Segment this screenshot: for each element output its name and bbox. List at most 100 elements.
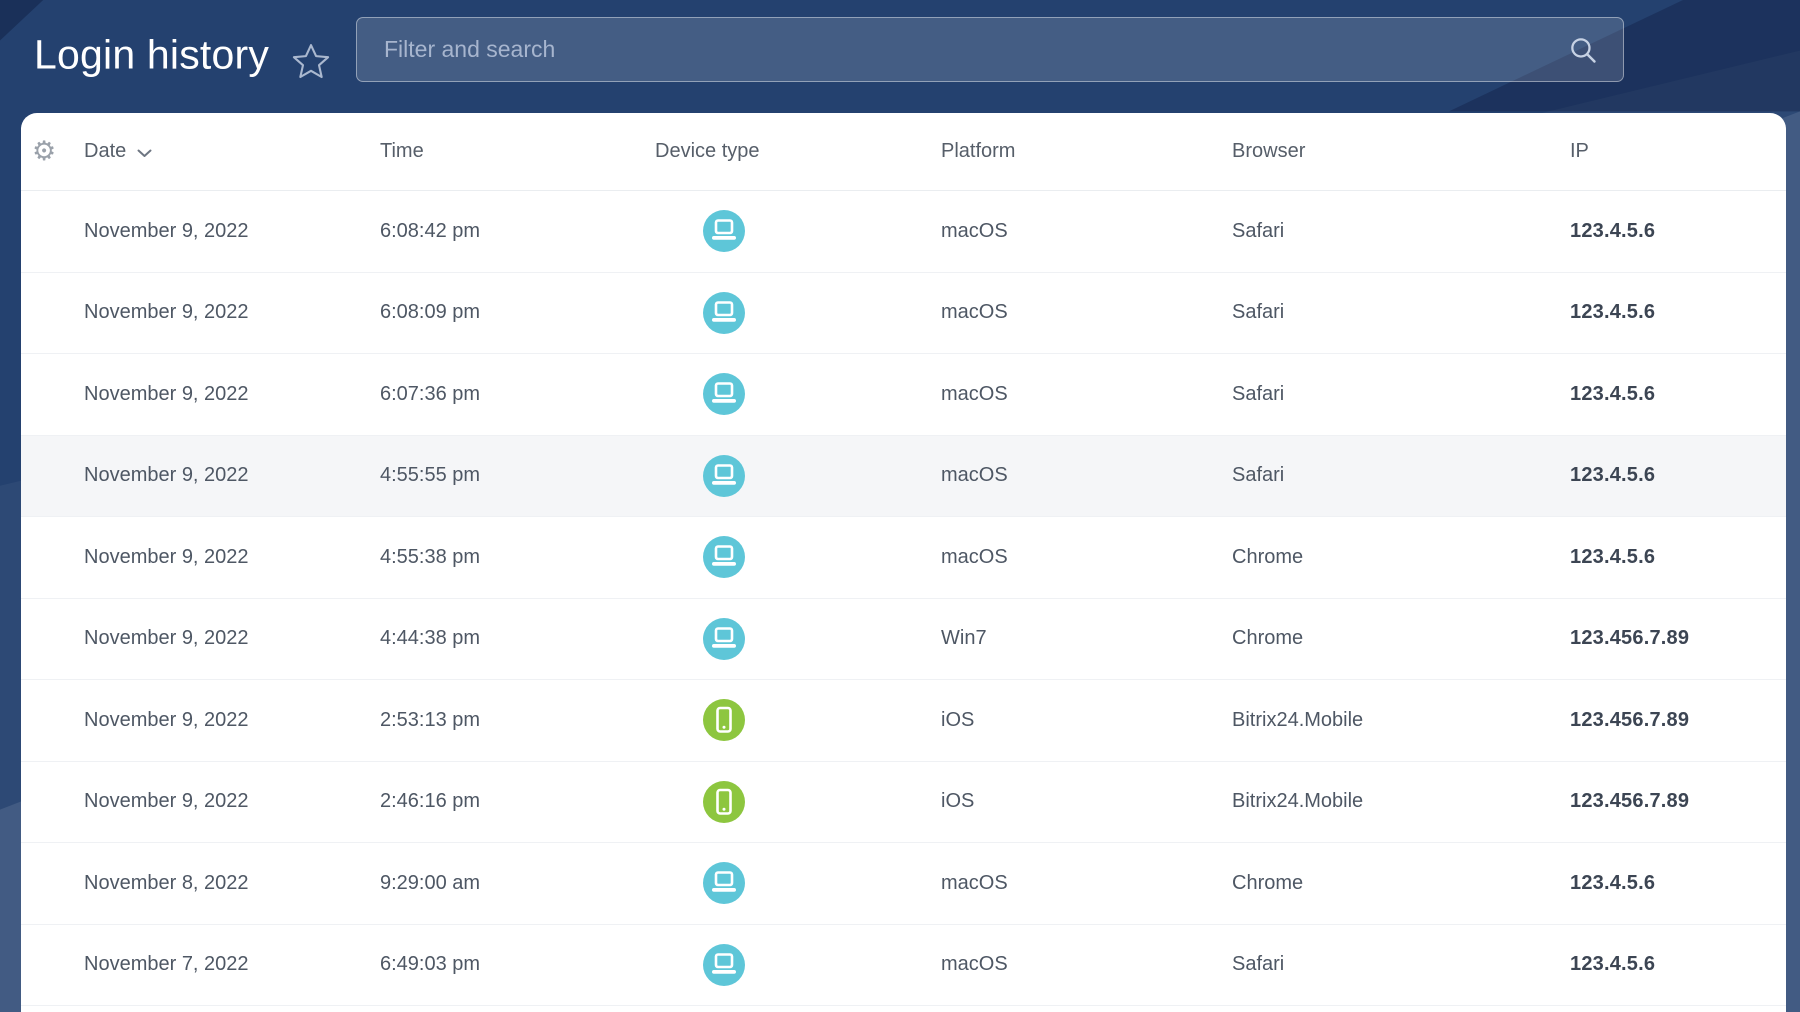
cell-date: November 9, 2022 bbox=[84, 301, 249, 324]
column-header-device-type[interactable]: Device type bbox=[655, 140, 760, 162]
table-row[interactable]: November 8, 2022 9:29:00 am macOS Chrome… bbox=[21, 843, 1786, 925]
favorite-star-icon[interactable] bbox=[292, 43, 330, 80]
cell-browser: Safari bbox=[1232, 464, 1285, 487]
cell-date: November 8, 2022 bbox=[84, 871, 249, 894]
table-row[interactable]: November 7, 2022 6:49:03 pm macOS Safari… bbox=[21, 925, 1786, 1006]
cell-ip: 123.4.5.6 bbox=[1570, 382, 1656, 405]
device-type-badge bbox=[703, 943, 745, 986]
table-row[interactable]: November 9, 2022 2:46:16 pm iOS Bitrix24… bbox=[21, 762, 1786, 843]
cell-browser: Bitrix24.Mobile bbox=[1232, 790, 1364, 813]
smartphone-icon bbox=[716, 706, 732, 734]
cell-time: 2:53:13 pm bbox=[380, 708, 481, 731]
cell-device-type bbox=[655, 454, 941, 497]
laptop-icon bbox=[712, 871, 736, 893]
cell-ip: 123.4.5.6 bbox=[1570, 871, 1656, 894]
cell-date: November 9, 2022 bbox=[84, 790, 249, 813]
grid-header-row: ⚙ Date Time Device type Platform Browser… bbox=[21, 113, 1786, 191]
column-header-browser[interactable]: Browser bbox=[1232, 140, 1306, 162]
cell-time: 4:55:38 pm bbox=[380, 545, 481, 568]
search-input[interactable] bbox=[357, 18, 1623, 81]
cell-device-type bbox=[655, 210, 941, 253]
cell-ip: 123.4.5.6 bbox=[1570, 219, 1656, 242]
table-row[interactable]: November 9, 2022 4:55:38 pm macOS Chrome… bbox=[21, 517, 1786, 599]
cell-time: 2:46:16 pm bbox=[380, 790, 481, 813]
table-row[interactable]: November 9, 2022 6:08:09 pm macOS Safari… bbox=[21, 273, 1786, 354]
cell-ip: 123.4.5.6 bbox=[1570, 953, 1656, 976]
cell-platform: macOS bbox=[941, 301, 1008, 324]
column-header-ip[interactable]: IP bbox=[1570, 140, 1589, 162]
cell-platform: iOS bbox=[941, 790, 975, 813]
cell-date: November 9, 2022 bbox=[84, 627, 249, 650]
cell-ip: 123.456.7.89 bbox=[1570, 790, 1690, 813]
cell-ip: 123.4.5.6 bbox=[1570, 301, 1656, 324]
table-row[interactable]: November 9, 2022 4:44:38 pm Win7 Chrome … bbox=[21, 599, 1786, 680]
column-header-date[interactable]: Date bbox=[63, 140, 380, 163]
laptop-icon bbox=[712, 626, 736, 648]
cell-ip: 123.4.5.6 bbox=[1570, 545, 1656, 568]
device-type-badge bbox=[703, 617, 745, 660]
laptop-icon bbox=[712, 463, 736, 485]
cell-device-type bbox=[655, 699, 941, 742]
search-box bbox=[356, 17, 1624, 82]
cell-time: 6:08:42 pm bbox=[380, 219, 481, 242]
login-history-grid: ⚙ Date Time Device type Platform Browser… bbox=[21, 113, 1786, 1012]
cell-device-type bbox=[655, 780, 941, 823]
laptop-icon bbox=[712, 382, 736, 404]
column-header-time[interactable]: Time bbox=[380, 140, 424, 162]
cell-date: November 9, 2022 bbox=[84, 219, 249, 242]
cell-platform: macOS bbox=[941, 219, 1008, 242]
cell-date: November 9, 2022 bbox=[84, 708, 249, 731]
device-type-badge bbox=[703, 862, 745, 905]
search-icon[interactable] bbox=[1568, 35, 1599, 66]
cell-browser: Chrome bbox=[1232, 871, 1304, 894]
cell-browser: Safari bbox=[1232, 219, 1285, 242]
device-type-badge bbox=[703, 454, 745, 497]
cell-browser: Chrome bbox=[1232, 545, 1304, 568]
table-row[interactable]: November 9, 2022 4:55:55 pm macOS Safari… bbox=[21, 435, 1786, 517]
device-type-badge bbox=[703, 291, 745, 334]
device-type-badge bbox=[703, 373, 745, 416]
cell-browser: Safari bbox=[1232, 301, 1285, 324]
cell-platform: macOS bbox=[941, 545, 1008, 568]
cell-date: November 7, 2022 bbox=[84, 953, 249, 976]
laptop-icon bbox=[712, 545, 736, 567]
cell-ip: 123.456.7.89 bbox=[1570, 708, 1690, 731]
cell-device-type bbox=[655, 536, 941, 579]
cell-platform: macOS bbox=[941, 871, 1008, 894]
cell-time: 6:08:09 pm bbox=[380, 301, 481, 324]
cell-time: 6:49:03 pm bbox=[380, 953, 481, 976]
cell-platform: iOS bbox=[941, 708, 975, 731]
cell-device-type bbox=[655, 862, 941, 905]
cell-time: 4:44:38 pm bbox=[380, 627, 481, 650]
page-title: Login history bbox=[34, 31, 270, 78]
chevron-down-icon bbox=[137, 149, 152, 157]
cell-browser: Safari bbox=[1232, 382, 1285, 405]
smartphone-icon bbox=[716, 788, 732, 815]
cell-time: 4:55:55 pm bbox=[380, 464, 481, 487]
table-row[interactable]: November 9, 2022 6:07:36 pm macOS Safari… bbox=[21, 354, 1786, 436]
cell-browser: Safari bbox=[1232, 953, 1285, 976]
laptop-icon bbox=[712, 300, 736, 322]
cell-device-type bbox=[655, 291, 941, 334]
cell-date: November 9, 2022 bbox=[84, 464, 249, 487]
table-row[interactable]: November 9, 2022 6:08:42 pm macOS Safari… bbox=[21, 191, 1786, 273]
cell-browser: Chrome bbox=[1232, 627, 1304, 650]
cell-date: November 9, 2022 bbox=[84, 382, 249, 405]
grid-settings-gear-icon[interactable]: ⚙ bbox=[32, 136, 57, 167]
laptop-icon bbox=[712, 952, 736, 974]
cell-time: 9:29:00 am bbox=[380, 871, 481, 894]
cell-time: 6:07:36 pm bbox=[380, 382, 481, 405]
cell-device-type bbox=[655, 373, 941, 416]
device-type-badge bbox=[703, 536, 745, 579]
cell-date: November 9, 2022 bbox=[84, 545, 249, 568]
cell-ip: 123.456.7.89 bbox=[1570, 627, 1690, 650]
device-type-badge bbox=[703, 699, 745, 742]
column-header-platform[interactable]: Platform bbox=[941, 140, 1016, 162]
cell-device-type bbox=[655, 943, 941, 986]
cell-device-type bbox=[655, 617, 941, 660]
table-row[interactable]: November 9, 2022 2:53:13 pm iOS Bitrix24… bbox=[21, 680, 1786, 762]
cell-platform: macOS bbox=[941, 464, 1008, 487]
device-type-badge bbox=[703, 210, 745, 253]
cell-platform: Win7 bbox=[941, 627, 987, 650]
top-bar: Login history bbox=[0, 0, 1800, 113]
